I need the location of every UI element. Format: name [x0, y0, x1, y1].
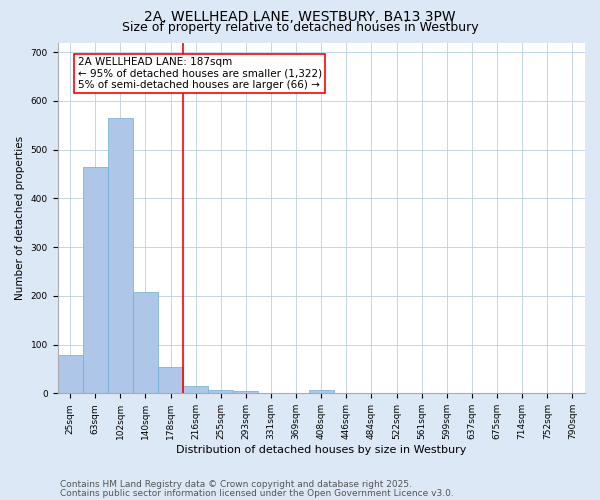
- Bar: [58, 356, 83, 394]
- Text: 2A, WELLHEAD LANE, WESTBURY, BA13 3PW: 2A, WELLHEAD LANE, WESTBURY, BA13 3PW: [144, 10, 456, 24]
- Bar: [309, 390, 334, 394]
- Text: 2A WELLHEAD LANE: 187sqm
← 95% of detached houses are smaller (1,322)
5% of semi: 2A WELLHEAD LANE: 187sqm ← 95% of detach…: [77, 57, 322, 90]
- Bar: [183, 386, 208, 394]
- Text: Contains public sector information licensed under the Open Government Licence v3: Contains public sector information licen…: [60, 489, 454, 498]
- Y-axis label: Number of detached properties: Number of detached properties: [15, 136, 25, 300]
- Bar: [83, 167, 108, 394]
- Bar: [208, 390, 233, 394]
- X-axis label: Distribution of detached houses by size in Westbury: Distribution of detached houses by size …: [176, 445, 466, 455]
- Text: Size of property relative to detached houses in Westbury: Size of property relative to detached ho…: [122, 21, 478, 34]
- Bar: [233, 391, 259, 394]
- Bar: [108, 118, 133, 394]
- Bar: [158, 366, 183, 394]
- Text: Contains HM Land Registry data © Crown copyright and database right 2025.: Contains HM Land Registry data © Crown c…: [60, 480, 412, 489]
- Bar: [133, 292, 158, 394]
